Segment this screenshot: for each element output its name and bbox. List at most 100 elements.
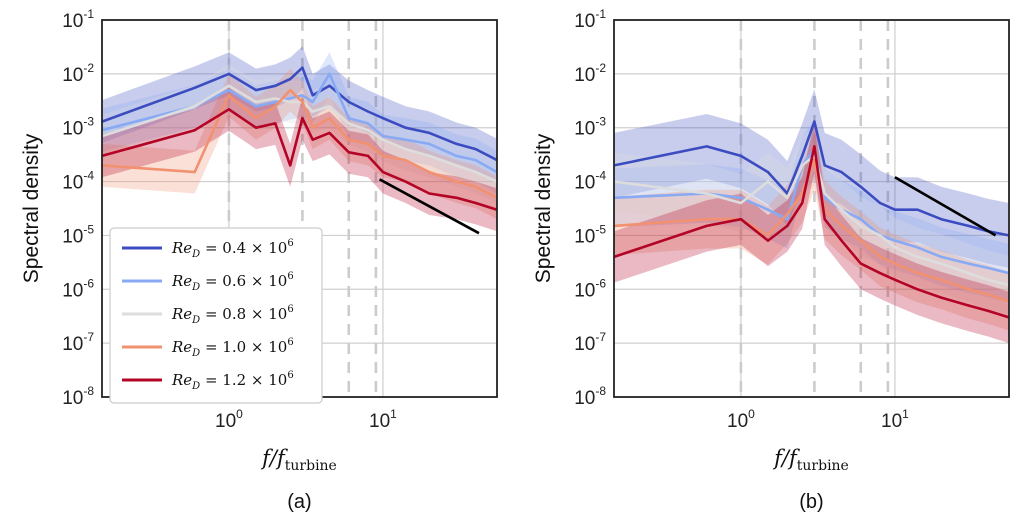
data-point [254,88,258,92]
data-point [274,84,277,88]
data-point [801,154,804,158]
x-axis-label: f/fturbine [772,446,849,474]
data-point [381,170,385,174]
data-point [916,208,919,211]
data-point [766,234,770,237]
data-point [859,185,862,188]
data-point [301,117,304,120]
data-point [940,218,943,221]
data-point [940,278,943,282]
x-tick-label: 100 [727,407,755,432]
series-band-Re06 [614,119,1009,303]
y-tick-label: 10-7 [62,330,94,355]
data-point [455,180,458,183]
y-tick-label: 10-2 [574,61,606,86]
legend-label-Re04: ReD = 0.4 × 106 [171,238,294,260]
data-point [986,309,989,312]
data-point [328,84,331,88]
data-point [455,196,458,199]
y-tick-label: 10-7 [574,330,606,355]
data-point [893,278,897,282]
legend-label-Re10: ReD = 1.0 × 106 [171,337,294,359]
data-point [366,142,370,146]
x-tick-label: 100 [215,407,243,432]
data-point [786,212,789,216]
data-point [455,142,458,146]
data-point [859,262,862,265]
data-point [311,110,314,113]
panel-a: 10-8 10-7 10-6 10-5 10-4 10-3 10-2 10-1 100 101 Sp… [20,7,498,513]
data-point [878,234,882,237]
data-point [428,131,431,135]
data-point [193,128,196,132]
data-point [428,142,431,146]
data-point [366,128,370,132]
data-point [381,138,385,141]
panel-caption: (b) [799,491,823,513]
data-point [940,255,943,259]
data-point [311,100,314,104]
legend-label-Re08: ReD = 0.8 × 106 [171,304,294,326]
data-point [474,147,477,151]
data-point [474,170,477,174]
data-point [705,218,708,221]
data-point [474,185,477,188]
data-point [739,201,743,205]
legend: ReD = 0.4 × 106 ReD = 0.6 × 106 ReD = 0.8 … [109,227,323,404]
data-point [455,154,458,158]
data-point [916,246,919,249]
data-point [381,117,385,120]
data-point [840,170,843,174]
y-tick-label: 10-3 [62,115,94,140]
data-point [347,117,350,120]
series-band-Re04 [102,46,497,182]
panel-caption: (a) [287,491,311,513]
data-point [986,278,989,282]
data-point [801,164,804,167]
data-point [328,131,331,135]
data-point [840,208,843,211]
data-point [840,239,843,242]
data-point [274,100,277,104]
data-point [274,122,277,125]
data-point [193,105,196,108]
data-point [786,224,789,228]
data-point [801,201,804,205]
data-point [193,170,196,174]
data-point [381,134,385,138]
data-point [766,239,770,242]
data-point [254,100,258,104]
data-point [428,192,431,195]
data-point [227,108,231,111]
data-point [813,145,816,148]
y-axis-label: Spectral density [532,133,555,283]
data-point [878,201,882,205]
data-point [986,266,989,270]
data-point [366,122,370,125]
data-point [301,100,304,104]
plot-frame [613,19,1010,398]
data-point [347,122,350,125]
data-point [893,239,897,242]
data-point [347,151,350,154]
data-point [366,110,370,113]
data-point [893,208,897,211]
data-point [474,201,477,205]
slope-line [378,178,480,235]
data-point [859,218,862,221]
y-tick-label: 10-2 [62,61,94,86]
panel-b: 10-8 10-7 10-6 10-5 10-4 10-3 10-2 10-1 100 101 Sp… [532,7,1010,513]
data-point [739,196,743,199]
data-point [823,192,826,195]
series-band-Re04 [614,89,1009,268]
data-point [840,224,843,228]
y-tick-label: 10-8 [62,384,94,409]
data-point [254,105,258,108]
data-point [705,145,708,148]
data-point [705,224,708,228]
data-point [705,192,708,195]
y-tick-label: 10-8 [574,384,606,409]
data-point [404,147,407,151]
data-point [254,117,258,120]
